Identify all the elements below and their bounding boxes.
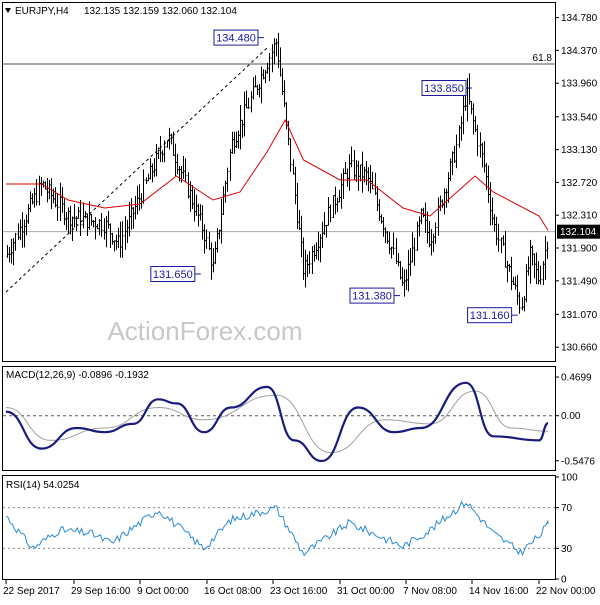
time-x-axis: 22 Sep 2017 29 Sep 16:00 9 Oct 00:00 16 Oct… bbox=[3, 580, 596, 597]
moving-average-line bbox=[6, 118, 549, 231]
watermark-text: ActionForex.com bbox=[107, 316, 302, 346]
symbol-label: EURJPY,H4 bbox=[15, 6, 69, 17]
macd-plot bbox=[3, 381, 555, 463]
macd-tick-label: -0.5476 bbox=[561, 456, 595, 467]
macd-panel-frame bbox=[2, 366, 556, 471]
rsi-panel-frame bbox=[2, 475, 556, 580]
price-tick-label: 133.540 bbox=[561, 112, 598, 123]
time-tick-label: 22 Nov 00:00 bbox=[536, 586, 596, 597]
price-tick-label: 132.310 bbox=[561, 211, 598, 222]
rsi-plot bbox=[3, 500, 555, 557]
current-price-label: 132.104 bbox=[560, 227, 597, 238]
price-tick-label: 131.070 bbox=[561, 310, 598, 321]
time-tick-label: 7 Nov 08:00 bbox=[403, 586, 457, 597]
price-tick-label: 134.780 bbox=[561, 13, 598, 24]
time-tick-label: 29 Sep 16:00 bbox=[71, 586, 131, 597]
price-tick-label: 133.130 bbox=[561, 145, 598, 156]
macd-tick-label: 0.4699 bbox=[561, 373, 592, 384]
macd-y-axis: 0.4699 0.00 -0.5476 bbox=[555, 373, 595, 467]
dropdown-triangle-icon[interactable] bbox=[5, 8, 11, 13]
time-tick-label: 14 Nov 16:00 bbox=[469, 586, 529, 597]
macd-tick-label: 0.00 bbox=[561, 411, 581, 422]
time-tick-label: 9 Oct 00:00 bbox=[137, 586, 189, 597]
rsi-tick-label: 0 bbox=[561, 575, 567, 586]
rsi-y-axis: 100 70 30 0 bbox=[555, 473, 578, 586]
price-callout-label: 134.480 bbox=[216, 33, 256, 45]
price-y-axis: 134.780 134.370 133.960 133.540 133.130 132.7… bbox=[555, 13, 600, 354]
price-plot: 61.8 134.480 131.650 133.850 131.380 131.160 bbox=[3, 29, 555, 324]
time-tick-label: 31 Oct 00:00 bbox=[337, 586, 395, 597]
price-callout-label: 131.160 bbox=[470, 310, 510, 322]
price-tick-label: 133.960 bbox=[561, 79, 598, 90]
price-callout-label: 133.850 bbox=[424, 83, 464, 95]
time-tick-label: 16 Oct 08:00 bbox=[204, 586, 262, 597]
time-tick-label: 22 Sep 2017 bbox=[3, 586, 60, 597]
price-tick-label: 131.900 bbox=[561, 244, 598, 255]
macd-header: MACD(12,26,9) -0.0896 -0.1932 bbox=[6, 370, 149, 381]
price-tick-label: 132.720 bbox=[561, 178, 598, 189]
price-tick-label: 131.490 bbox=[561, 276, 598, 287]
rsi-tick-label: 100 bbox=[561, 473, 578, 484]
rsi-line bbox=[5, 500, 549, 557]
price-callout-label: 131.650 bbox=[153, 269, 193, 281]
time-tick-label: 23 Oct 16:00 bbox=[270, 586, 328, 597]
current-price-badge bbox=[557, 224, 600, 239]
rsi-tick-label: 70 bbox=[561, 503, 573, 514]
price-tick-label: 130.660 bbox=[561, 343, 598, 354]
rsi-header: RSI(14) 54.0254 bbox=[6, 480, 80, 491]
ohlc-values: 132.135 132.159 132.060 132.104 bbox=[84, 6, 237, 17]
price-tick-label: 134.370 bbox=[561, 46, 598, 57]
price-callout-label: 131.380 bbox=[352, 291, 392, 303]
rsi-tick-label: 30 bbox=[561, 544, 573, 555]
fib-level-label: 61.8 bbox=[533, 53, 553, 64]
macd-main-line bbox=[5, 381, 549, 463]
price-header: EURJPY,H4 132.135 132.159 132.060 132.10… bbox=[5, 6, 237, 17]
